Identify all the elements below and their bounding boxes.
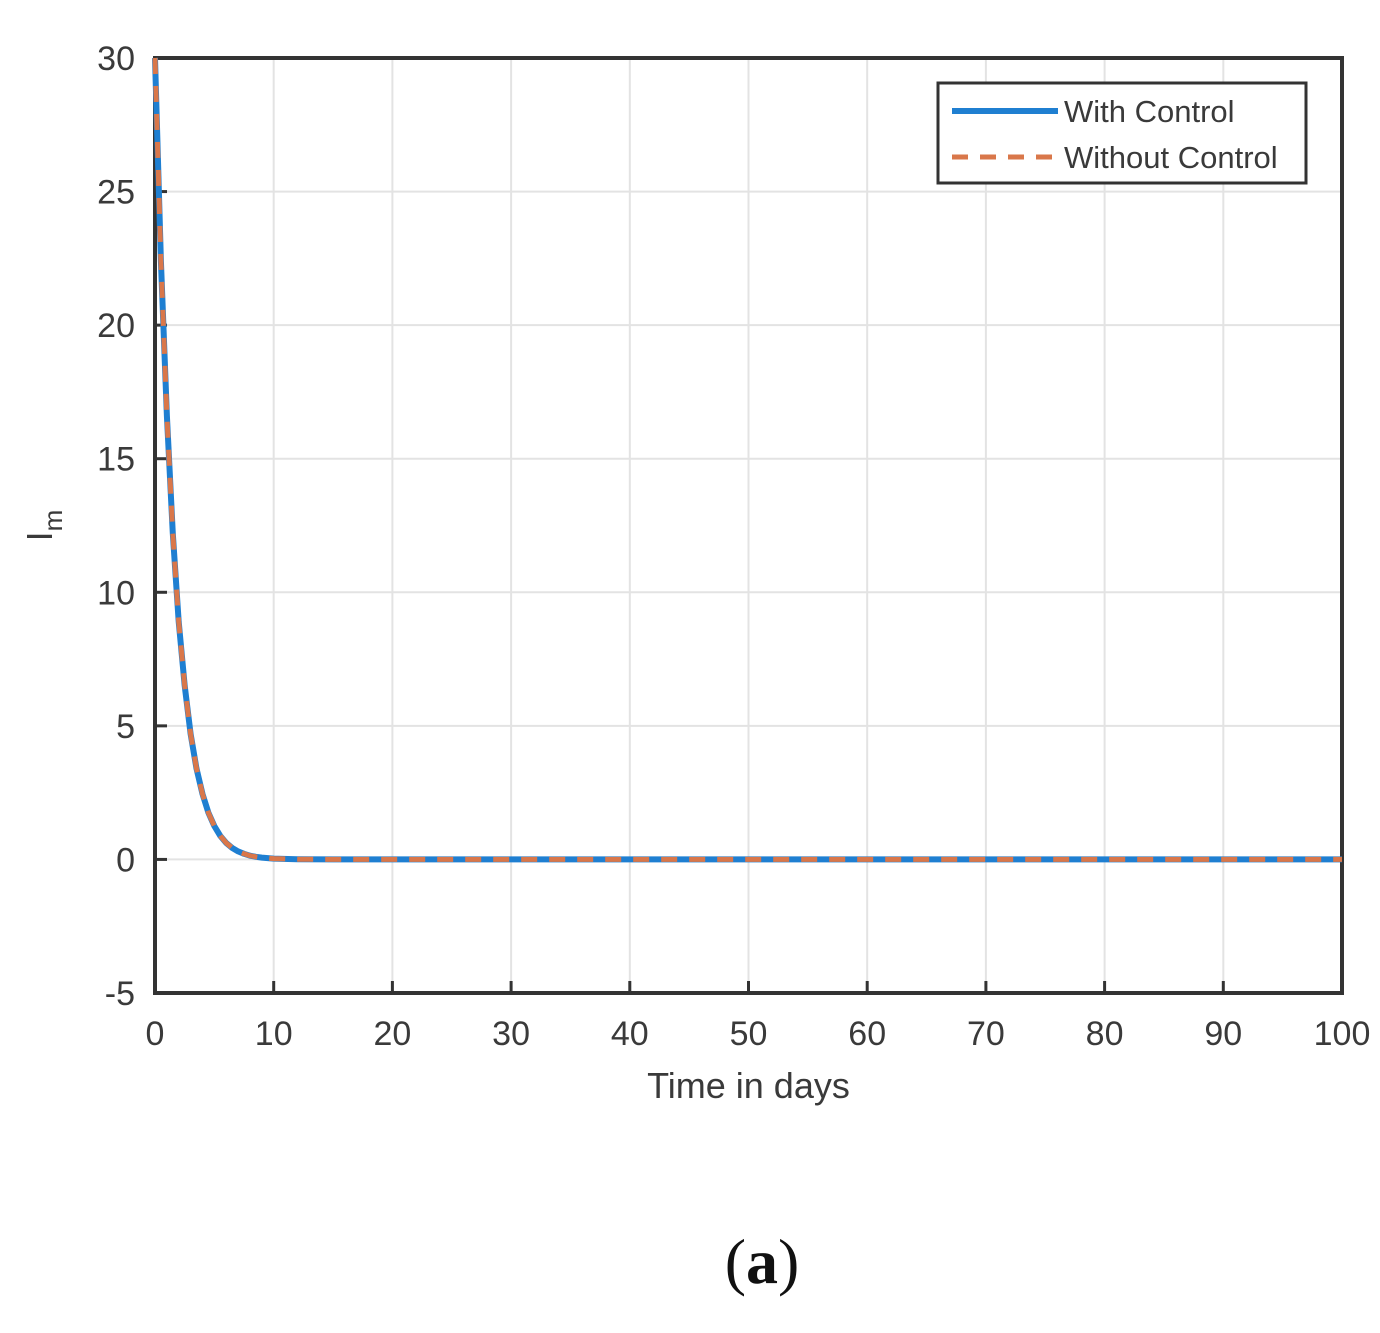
grid [154, 57, 1343, 994]
panel-label: (a) [725, 1226, 800, 1297]
x-tick-label-100: 100 [1314, 1015, 1371, 1053]
panel-label-close: ) [778, 1226, 799, 1297]
legend-entry-with-control: With Control [1064, 94, 1235, 129]
y-tick-label-20: 20 [97, 307, 135, 345]
panel-label-open: ( [725, 1226, 746, 1297]
x-tick-label-20: 20 [373, 1015, 411, 1053]
y-tick-label-10: 10 [97, 574, 135, 612]
x-tick-label-70: 70 [967, 1015, 1005, 1053]
x-axis-label: Time in days [647, 1065, 850, 1106]
legend-entry-without-control: Without Control [1064, 140, 1278, 175]
legend: With Control Without Control [936, 81, 1308, 185]
x-tick-label-90: 90 [1204, 1015, 1242, 1053]
y-tick-label-5: 5 [116, 708, 135, 746]
y-axis-label: Im [19, 510, 68, 542]
x-tick-label-0: 0 [146, 1015, 165, 1053]
series-lines [152, 57, 1342, 863]
x-tick-label-10: 10 [255, 1015, 293, 1053]
x-tick-label-30: 30 [492, 1015, 530, 1053]
y-tick-label-25: 25 [97, 174, 135, 212]
series-line-without-control [152, 57, 1342, 862]
y-tick-label--5: -5 [105, 975, 135, 1013]
x-tick-label-50: 50 [730, 1015, 768, 1053]
legend-box [936, 81, 1308, 185]
axis-ticks: 0 10 20 30 40 50 60 70 80 90 100 -5 0 5 10 15 20 25 30 [97, 40, 1370, 1053]
y-tick-label-30: 30 [97, 40, 135, 78]
y-tick-label-0: 0 [116, 841, 135, 879]
panel-label-letter: a [746, 1226, 778, 1297]
x-tick-label-80: 80 [1086, 1015, 1124, 1053]
x-tick-label-60: 60 [848, 1015, 886, 1053]
y-tick-label-15: 15 [97, 441, 135, 479]
x-tick-label-40: 40 [611, 1015, 649, 1053]
y-axis-label-main: I [19, 531, 60, 541]
y-axis-label-subscript: m [38, 510, 68, 532]
